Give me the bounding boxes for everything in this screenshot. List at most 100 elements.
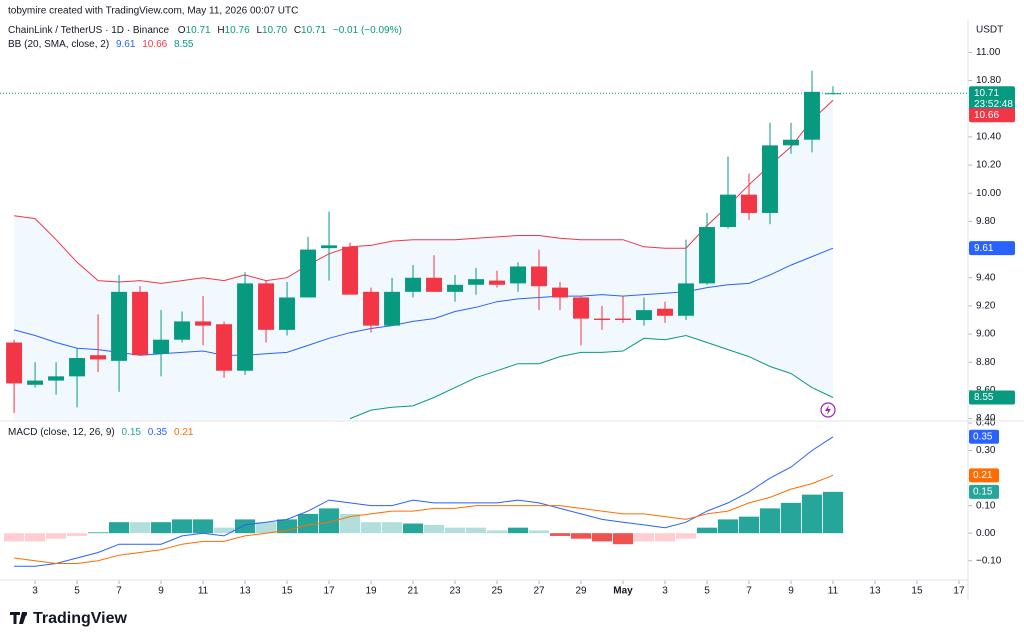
- candle-body: [111, 291, 128, 361]
- candle-body: [552, 287, 568, 298]
- legend-key: H: [217, 25, 224, 36]
- indicator-tag: [969, 241, 1015, 256]
- y-tick-label: 11.00: [976, 47, 1001, 58]
- histogram-bar: [696, 527, 718, 534]
- candle-body: [762, 145, 778, 213]
- y-tick-label: 0.40: [976, 418, 996, 429]
- legend-value: 0.15: [122, 427, 142, 438]
- candle-body: [90, 355, 107, 360]
- x-tick-label: 3: [32, 586, 38, 597]
- y-tick-label: −0.10: [976, 555, 1002, 566]
- band-line: [14, 99, 834, 284]
- candle-body: [468, 279, 484, 285]
- histogram-bar: [171, 519, 193, 534]
- legend-key: O: [178, 25, 186, 36]
- histogram-bar: [528, 530, 550, 534]
- logo-dot: [23, 612, 27, 616]
- indicator-tag: [969, 484, 999, 499]
- credit: tobymire created with TradingView.com, M…: [8, 6, 298, 17]
- legend-value: 10.70: [262, 25, 287, 36]
- y-tick-label: 10.00: [976, 188, 1001, 199]
- x-tick-label: May: [613, 586, 633, 597]
- candle-body: [720, 194, 736, 228]
- candle-body: [195, 321, 212, 326]
- candle-body: [342, 246, 359, 295]
- indicator-name: BB (20, SMA, close, 2): [8, 39, 109, 50]
- candle-body: [237, 283, 254, 371]
- legend-value: 0.35: [148, 427, 168, 438]
- y-tick-label: 0.00: [976, 528, 996, 539]
- legend-key: C: [294, 25, 301, 36]
- currency: USDT: [976, 25, 1003, 36]
- candle-body: [636, 310, 652, 320]
- candle-body: [174, 321, 191, 340]
- candle-body: [489, 280, 505, 285]
- indicator-tag: [969, 390, 1015, 405]
- candle-body: [6, 342, 23, 384]
- logo-mark: [10, 612, 27, 624]
- indicator-tag-label: 0.15: [973, 487, 993, 498]
- price-tag-label: 10.71: [974, 88, 999, 99]
- x-tick-label: 17: [323, 586, 335, 597]
- indicator-tag-label: 0.21: [973, 470, 993, 481]
- candle-body: [132, 291, 149, 356]
- histogram-bar: [360, 522, 382, 534]
- x-tick-label: 9: [158, 586, 164, 597]
- histogram-bar: [45, 533, 67, 539]
- candle-body: [27, 380, 44, 385]
- histogram-bar: [633, 533, 655, 542]
- histogram-bar: [801, 494, 823, 534]
- x-tick-label: 7: [116, 586, 122, 597]
- candle-body: [279, 297, 296, 330]
- x-tick-label: 11: [828, 586, 839, 597]
- candle-body: [258, 283, 275, 330]
- candle-body: [594, 318, 610, 320]
- histogram-bar: [87, 532, 109, 534]
- histogram-bar: [3, 533, 25, 542]
- x-tick-label: 15: [911, 586, 923, 597]
- indicator-tag-label: 0.35: [973, 431, 993, 442]
- y-tick-label: 9.20: [976, 301, 996, 312]
- countdown: 23:52:48: [974, 99, 1013, 110]
- x-tick-label: 7: [746, 586, 752, 597]
- histogram-bar: [612, 533, 634, 545]
- bb-legend: BB (20, SMA, close, 2) 9.61 10.66 8.55: [8, 39, 194, 50]
- histogram-bar: [150, 522, 172, 534]
- y-tick-label: 9.80: [976, 216, 996, 227]
- x-tick-label: 13: [869, 586, 881, 597]
- legend-value: 0.21: [174, 427, 194, 438]
- y-tick-label: 10.40: [976, 132, 1001, 143]
- histogram-bar: [759, 508, 781, 534]
- histogram-bar: [444, 527, 466, 534]
- candle-body: [447, 284, 464, 292]
- y-tick-label: 8.80: [976, 357, 996, 368]
- histogram-bar: [423, 524, 445, 534]
- histogram-bar: [255, 522, 277, 534]
- histogram-bar: [822, 491, 844, 534]
- histogram-bar: [507, 527, 529, 534]
- x-tick-label: 11: [198, 586, 209, 597]
- histogram-bar: [675, 533, 697, 539]
- indicator-tag: [969, 429, 999, 444]
- y-tick-label: 0.10: [976, 500, 996, 511]
- candle-body: [384, 291, 401, 326]
- histogram-bar: [129, 522, 151, 534]
- x-tick-label: 13: [239, 586, 251, 597]
- x-tick-label: 19: [365, 586, 377, 597]
- histogram-bar: [486, 530, 508, 534]
- candle-body: [678, 283, 694, 316]
- candle-body: [699, 227, 715, 284]
- candle-body: [216, 324, 233, 371]
- indicator-tag-label: 10.66: [974, 110, 999, 121]
- y-tick-label: 9.40: [976, 272, 996, 283]
- band-line: [349, 334, 834, 420]
- symbol: ChainLink / TetherUS · 1D · Binance: [8, 25, 169, 36]
- histogram-bar: [402, 523, 424, 534]
- indicator-tag: [969, 108, 1015, 123]
- indicator-tag-label: 8.55: [974, 392, 994, 403]
- candle-body: [804, 91, 820, 140]
- candle-body: [783, 139, 799, 146]
- candle-body: [405, 277, 422, 292]
